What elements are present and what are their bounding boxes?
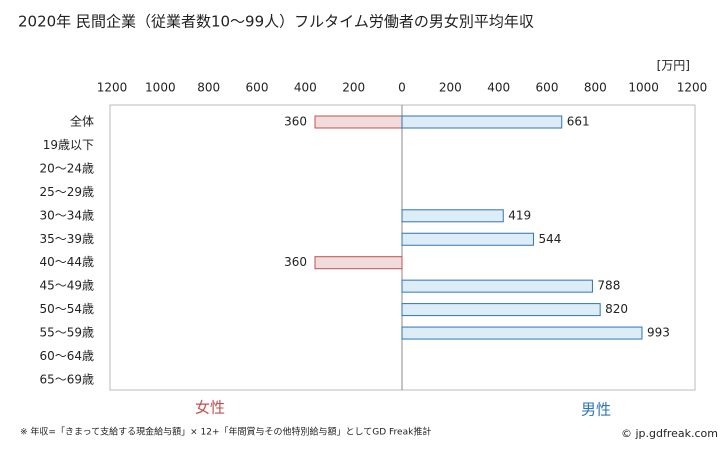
bar [314, 256, 403, 270]
category-label: 55～59歳 [39, 326, 94, 340]
category-label: 40～44歳 [39, 255, 94, 269]
x-tick-label: 1200 [97, 81, 128, 95]
category-label: 35～39歳 [39, 232, 94, 246]
value-label: 419 [508, 208, 531, 222]
category-label: 25～29歳 [39, 185, 94, 199]
category-label: 19歳以下 [43, 138, 94, 152]
value-label: 360 [284, 255, 307, 269]
category-label: 45～49歳 [39, 279, 94, 293]
x-tick-label: 400 [487, 81, 510, 95]
category-label: 全体 [70, 114, 94, 129]
chart-title: 2020年 民間企業（従業者数10～99人）フルタイム労働者の男女別平均年収 [18, 13, 534, 31]
category-label: 65～69歳 [39, 372, 94, 386]
category-label: 60～64歳 [39, 349, 94, 363]
bar [401, 279, 593, 293]
x-tick-label: 600 [536, 81, 559, 95]
bar [401, 303, 601, 317]
value-label: 788 [597, 279, 620, 293]
x-tick-label: 1000 [628, 81, 659, 95]
unit-label: [万円] [657, 59, 690, 73]
value-label: 820 [605, 302, 628, 316]
x-tick-label: 600 [246, 81, 269, 95]
value-label: 544 [538, 232, 561, 246]
footnote: ※ 年収=「きまって支給する現金給与額」× 12+「年間賞与その他特別給与額」と… [20, 426, 431, 438]
legend-label: 女性 [195, 399, 225, 417]
x-tick-label: 1200 [677, 81, 708, 95]
bar [401, 326, 643, 340]
x-tick-label: 400 [294, 81, 317, 95]
source: © jp.gdfreak.com [621, 427, 718, 440]
bar [401, 232, 534, 246]
category-label: 20～24歳 [39, 161, 94, 175]
x-tick-label: 0 [398, 81, 406, 95]
x-tick-label: 1000 [145, 81, 176, 95]
legend-label: 男性 [581, 401, 611, 419]
value-label: 360 [284, 115, 307, 129]
bar [401, 209, 504, 223]
bar [314, 115, 403, 129]
x-tick-label: 200 [342, 81, 365, 95]
x-tick-label: 800 [584, 81, 607, 95]
x-tick-label: 200 [439, 81, 462, 95]
category-label: 30～34歳 [39, 208, 94, 222]
value-label: 661 [567, 115, 590, 129]
value-label: 993 [647, 326, 670, 340]
category-label: 50～54歳 [39, 302, 94, 316]
bar [401, 115, 563, 129]
x-tick-label: 800 [197, 81, 220, 95]
